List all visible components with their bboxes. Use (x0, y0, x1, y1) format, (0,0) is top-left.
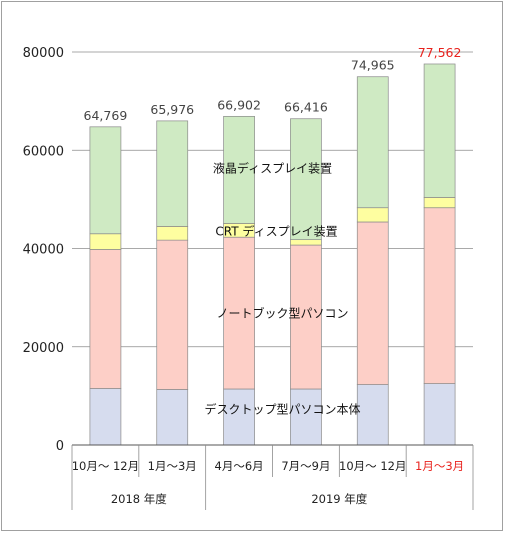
x-group-label: 2019 年度 (311, 492, 367, 506)
bar-segment (156, 226, 189, 241)
bar-segment (423, 63, 456, 198)
total-label: 64,769 (84, 108, 128, 123)
bar-segment (356, 384, 389, 446)
bar-segment (156, 239, 189, 390)
bar-segment (290, 244, 322, 390)
bar-segment (356, 221, 389, 385)
bar-segment (290, 118, 322, 241)
y-axis: 0 20000 40000 60000 80000 (23, 46, 64, 454)
series-label: ノートブック型パソコン (216, 305, 348, 320)
x-axis: 10月～ 12月 1月～3月 4月～6月 7月～9月 10月～ 12月 1月～3月 2018… (71, 444, 474, 510)
bars (89, 63, 456, 446)
bar-segment (89, 388, 122, 446)
x-category-label: 7月～9月 (281, 459, 330, 473)
y-tick-label: 20000 (23, 341, 64, 356)
total-label: 74,965 (351, 58, 395, 73)
series-label: 液晶ディスプレイ装置 (213, 160, 332, 175)
bar-segment (223, 236, 255, 390)
x-category-label: 1月～3月 (415, 459, 464, 473)
series-label: CRT ディスプレイ装置 (215, 224, 337, 239)
series-label: デスクトップ型パソコン本体 (204, 402, 360, 417)
y-tick-label: 0 (56, 439, 64, 454)
x-category-label: 10月～ 12月 (339, 459, 406, 473)
bar-segment (423, 383, 456, 446)
total-label: 66,416 (284, 100, 328, 115)
bar-segment (89, 126, 122, 235)
total-labels: 64,769 65,976 66,902 66,416 74,965 77,562 (84, 45, 462, 123)
y-tick-label: 40000 (23, 243, 64, 258)
bar-segment (423, 197, 456, 209)
total-label: 77,562 (418, 45, 462, 60)
bar-segment (223, 115, 255, 224)
y-tick-label: 60000 (23, 144, 64, 159)
bar-segment (356, 76, 389, 209)
bar-segment (156, 389, 189, 446)
bar-segment (290, 388, 322, 446)
total-label: 65,976 (150, 102, 194, 117)
y-tick-label: 80000 (23, 46, 64, 61)
x-category-label: 1月～3月 (148, 459, 197, 473)
total-label: 66,902 (217, 97, 261, 112)
bar-segment (89, 249, 122, 389)
x-group-label: 2018 年度 (111, 492, 167, 506)
bar-segment (423, 207, 456, 384)
x-category-label: 4月～6月 (215, 459, 264, 473)
bar-segment (223, 388, 255, 446)
x-category-label: 10月～ 12月 (72, 459, 139, 473)
bar-segment (89, 233, 122, 250)
bar-segment (290, 239, 322, 246)
gridlines (72, 51, 473, 446)
bar-segment (356, 207, 389, 223)
bar-segment (156, 120, 189, 227)
